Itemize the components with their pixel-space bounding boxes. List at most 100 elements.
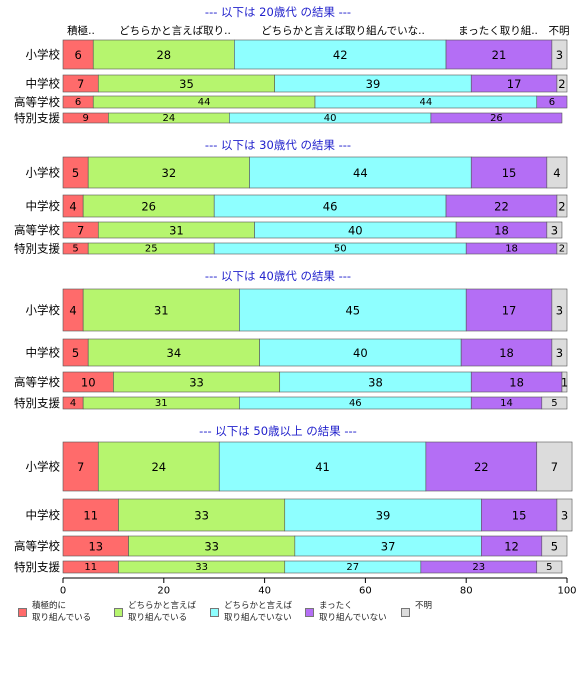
bar-segment <box>62 498 119 532</box>
bar-value-label: 38 <box>368 376 383 390</box>
bar-segment <box>551 39 568 70</box>
bar-value-label: 33 <box>195 562 208 573</box>
bar-value-label: 39 <box>376 509 391 523</box>
bar-value-label: 10 <box>81 376 96 390</box>
row-label: 小学校 <box>26 166 61 180</box>
row-label: 高等学校 <box>14 95 60 109</box>
legend-label: 不明 <box>415 601 433 611</box>
legend-label: まったく 取り組んでいない <box>319 601 387 623</box>
bar-segment <box>541 396 568 410</box>
row-label: 特別支援 <box>14 111 60 125</box>
legend-swatch <box>18 608 27 617</box>
bar-value-label: 7 <box>551 460 558 474</box>
bar-value-label: 21 <box>492 48 507 62</box>
bar-segment <box>561 371 568 393</box>
x-tick-label: 100 <box>557 586 576 597</box>
bar-value-label: 31 <box>169 224 184 238</box>
x-tick-label: 40 <box>258 586 271 597</box>
bar-value-label: 15 <box>502 166 517 180</box>
bar-value-label: 6 <box>549 97 555 108</box>
bar-value-label: 4 <box>70 398 76 409</box>
bar-value-label: 26 <box>141 200 156 214</box>
row-label: 高等学校 <box>14 223 60 237</box>
bar-segment <box>556 194 568 218</box>
bar-value-label: 7 <box>77 77 84 91</box>
bar-value-label: 37 <box>381 540 396 554</box>
bar-value-label: 17 <box>507 77 522 91</box>
row-label: 中学校 <box>26 199 61 213</box>
panel-title-1: --- 以下は 30歳代 の結果 --- <box>205 138 351 152</box>
bar-value-label: 6 <box>75 97 81 108</box>
legend-swatch <box>305 608 314 617</box>
bar-value-label: 44 <box>353 166 368 180</box>
bar-value-label: 39 <box>366 77 381 91</box>
bar-segment <box>62 39 94 70</box>
bar-segment <box>234 39 447 70</box>
bar-segment <box>249 156 472 189</box>
x-tick-label: 80 <box>460 586 473 597</box>
bar-value-label: 18 <box>505 244 518 255</box>
bar-value-label: 34 <box>167 346 182 360</box>
row-label: 中学校 <box>26 77 61 91</box>
bar-value-label: 15 <box>512 509 527 523</box>
header-label-3: まったく取り組.. <box>458 24 538 37</box>
bar-segment <box>536 95 568 109</box>
bar-value-label: 28 <box>156 48 171 62</box>
bar-value-label: 26 <box>490 113 503 124</box>
bar-segment <box>536 560 563 574</box>
row-label: 小学校 <box>26 460 61 474</box>
row-label: 小学校 <box>26 303 61 317</box>
bar-value-label: 27 <box>346 562 359 573</box>
bar-segment <box>470 156 548 189</box>
bar-segment <box>425 441 538 492</box>
bar-value-label: 31 <box>154 304 169 318</box>
header-label-1: どちらかと言えば取り.. <box>119 24 231 37</box>
bar-value-label: 7 <box>77 460 84 474</box>
bar-segment <box>536 441 573 492</box>
bar-value-label: 5 <box>546 562 552 573</box>
panel-title-3: --- 以下は 50歳以上 の結果 --- <box>199 424 357 438</box>
panel-title-2: --- 以下は 40歳代 の結果 --- <box>205 269 351 283</box>
legend-label: どちらかと言えば 取り組んでいる <box>128 601 197 623</box>
x-tick-label: 0 <box>60 586 66 597</box>
bar-segment <box>460 338 553 367</box>
bar-segment <box>445 39 553 70</box>
bar-value-label: 5 <box>551 398 557 409</box>
bar-value-label: 3 <box>556 48 563 62</box>
bar-value-label: 3 <box>551 224 558 238</box>
bar-segment <box>556 498 573 532</box>
bar-segment <box>62 441 99 492</box>
header-label-0: 積極.. <box>67 24 95 37</box>
bar-value-label: 46 <box>323 200 338 214</box>
bar-value-label: 6 <box>74 48 81 62</box>
bar-value-label: 40 <box>353 346 368 360</box>
bar-segment <box>541 535 568 557</box>
bar-value-label: 7 <box>77 224 84 238</box>
bar-value-label: 25 <box>145 244 158 255</box>
bar-value-label: 22 <box>474 460 489 474</box>
bar-value-label: 2 <box>559 244 565 255</box>
legend-label: 積極的に 取り組んでいる <box>32 601 92 623</box>
bar-segment <box>546 221 563 239</box>
bar-value-label: 3 <box>556 304 563 318</box>
legend: 積極的に 取り組んでいる どちらかと言えば 取り組んでいる どちらかと言えば 取り組… <box>18 600 488 634</box>
bar-value-label: 35 <box>179 77 194 91</box>
bar-value-label: 5 <box>551 540 558 554</box>
bar-segment <box>556 74 568 93</box>
bar-value-label: 22 <box>494 200 509 214</box>
bar-segment <box>239 288 467 332</box>
bar-value-label: 5 <box>72 346 79 360</box>
bar-segment <box>92 39 235 70</box>
legend-swatch <box>114 608 123 617</box>
bar-value-label: 2 <box>558 77 565 91</box>
bar-value-label: 17 <box>502 304 517 318</box>
bar-value-label: 32 <box>162 166 177 180</box>
row-label: 特別支援 <box>14 242 60 256</box>
row-label: 中学校 <box>26 346 61 360</box>
bar-segment <box>556 242 568 255</box>
bar-value-label: 50 <box>334 244 347 255</box>
legend-label: どちらかと言えば 取り組んでいない <box>224 601 293 623</box>
bar-value-label: 11 <box>83 509 98 523</box>
bar-value-label: 44 <box>420 97 433 108</box>
